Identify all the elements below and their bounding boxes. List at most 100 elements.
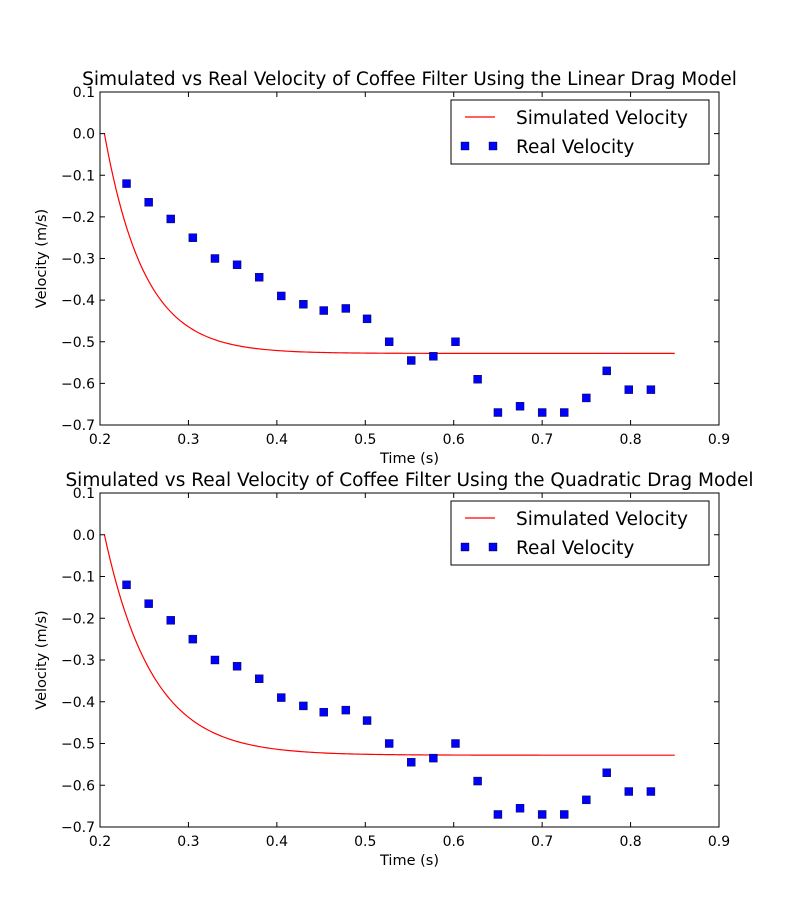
- real-velocity-point: [515, 804, 525, 813]
- x-tick-label: 0.2: [89, 432, 111, 448]
- chart-title: Simulated vs Real Velocity of Coffee Fil…: [65, 470, 753, 491]
- legend-marker-swatch: [488, 542, 498, 552]
- y-axis-label: Velocity (m/s): [34, 610, 50, 709]
- real-velocity-point: [232, 662, 242, 671]
- real-velocity-point: [493, 408, 503, 417]
- real-velocity-point: [277, 693, 286, 702]
- real-velocity-point: [144, 599, 153, 608]
- real-velocity-point: [122, 580, 131, 590]
- y-tick-label: −0.5: [61, 335, 95, 351]
- x-tick-label: 0.5: [354, 834, 376, 850]
- legend-label-simulated: Simulated Velocity: [516, 108, 688, 129]
- x-tick-label: 0.7: [531, 432, 553, 448]
- y-tick-label: −0.2: [61, 210, 95, 226]
- y-tick-label: −0.2: [61, 611, 95, 627]
- y-tick-label: 0.1: [73, 486, 95, 502]
- y-tick-label: −0.4: [61, 695, 95, 711]
- real-velocity-point: [515, 402, 525, 411]
- x-tick-label: 0.4: [266, 432, 288, 448]
- real-velocity-point: [277, 291, 286, 301]
- real-velocity-point: [362, 716, 372, 725]
- real-velocity-point: [341, 304, 351, 313]
- x-tick-label: 0.6: [443, 432, 465, 448]
- real-velocity-point: [188, 233, 198, 242]
- y-tick-label: −0.3: [61, 252, 95, 268]
- real-velocity-point: [582, 795, 591, 805]
- linear-drag-chart: Simulated vs Real Velocity of Coffee Fil…: [34, 69, 737, 467]
- quadratic-drag-chart: Simulated vs Real Velocity of Coffee Fil…: [34, 470, 754, 869]
- real-velocity-point: [646, 787, 656, 796]
- real-velocity-point: [232, 260, 242, 269]
- y-tick-label: −0.4: [61, 293, 95, 309]
- y-tick-label: −0.6: [61, 376, 95, 392]
- legend-label-real: Real Velocity: [516, 538, 634, 559]
- real-velocity-point: [166, 616, 175, 625]
- chart-title: Simulated vs Real Velocity of Coffee Fil…: [82, 69, 737, 90]
- real-velocity-point: [341, 705, 351, 715]
- y-tick-label: −0.6: [61, 778, 95, 794]
- legend-box: [450, 99, 710, 165]
- real-velocity-point: [582, 393, 591, 403]
- real-velocity-point: [299, 701, 308, 711]
- real-velocity-point: [254, 273, 264, 282]
- y-tick-label: 0.0: [73, 127, 95, 143]
- x-tick-label: 0.6: [443, 834, 465, 850]
- legend-marker-swatch: [460, 141, 470, 151]
- real-velocity-point: [451, 337, 460, 346]
- real-velocity-point: [624, 787, 634, 796]
- real-velocity-point: [537, 810, 547, 819]
- real-velocity-point: [144, 198, 153, 207]
- y-tick-label: −0.5: [61, 737, 95, 753]
- real-velocity-point: [407, 758, 416, 767]
- x-tick-label: 0.2: [89, 834, 111, 850]
- x-tick-label: 0.9: [708, 432, 730, 448]
- real-velocity-point: [319, 707, 328, 717]
- real-velocity-point: [560, 810, 569, 819]
- y-tick-label: 0.1: [73, 85, 95, 101]
- legend-box: [450, 500, 710, 566]
- x-tick-label: 0.8: [619, 834, 641, 850]
- x-tick-label: 0.9: [708, 834, 730, 850]
- legend-label-real: Real Velocity: [516, 137, 634, 158]
- x-tick-label: 0.8: [619, 432, 641, 448]
- simulated-velocity-line: [103, 534, 675, 756]
- x-tick-label: 0.4: [266, 834, 288, 850]
- real-velocity-point: [451, 739, 460, 748]
- real-velocity-point: [210, 254, 220, 263]
- x-axis-label: Time (s): [379, 451, 439, 467]
- y-tick-label: −0.1: [61, 570, 95, 586]
- x-tick-label: 0.3: [177, 834, 199, 850]
- real-velocity-point: [646, 385, 656, 394]
- real-velocity-point: [602, 366, 611, 376]
- real-velocity-point: [122, 179, 131, 188]
- real-velocity-point: [407, 356, 416, 365]
- real-velocity-point: [624, 385, 634, 394]
- real-velocity-point: [473, 776, 482, 786]
- x-tick-label: 0.3: [177, 432, 199, 448]
- real-velocity-point: [210, 655, 220, 665]
- y-tick-label: −0.1: [61, 168, 95, 184]
- real-velocity-point: [429, 753, 438, 763]
- real-velocity-point: [319, 306, 328, 315]
- y-tick-label: −0.7: [61, 820, 95, 836]
- real-velocity-point: [602, 768, 611, 777]
- y-tick-label: 0.0: [73, 528, 95, 544]
- real-velocity-point: [560, 408, 569, 417]
- y-tick-label: −0.3: [61, 653, 95, 669]
- real-velocity-point: [254, 674, 264, 683]
- real-velocity-point: [537, 408, 547, 417]
- simulated-velocity-line: [103, 133, 675, 354]
- real-velocity-point: [493, 810, 503, 819]
- real-velocity-point: [166, 214, 175, 224]
- real-velocity-point: [362, 314, 372, 324]
- x-tick-label: 0.5: [354, 432, 376, 448]
- real-velocity-point: [473, 375, 482, 384]
- real-velocity-point: [299, 300, 308, 309]
- legend-marker-swatch: [488, 141, 498, 151]
- x-axis-label: Time (s): [379, 853, 439, 869]
- real-velocity-point: [384, 739, 394, 748]
- real-velocity-point: [384, 337, 394, 346]
- x-tick-label: 0.7: [531, 834, 553, 850]
- y-axis-label: Velocity (m/s): [34, 209, 50, 308]
